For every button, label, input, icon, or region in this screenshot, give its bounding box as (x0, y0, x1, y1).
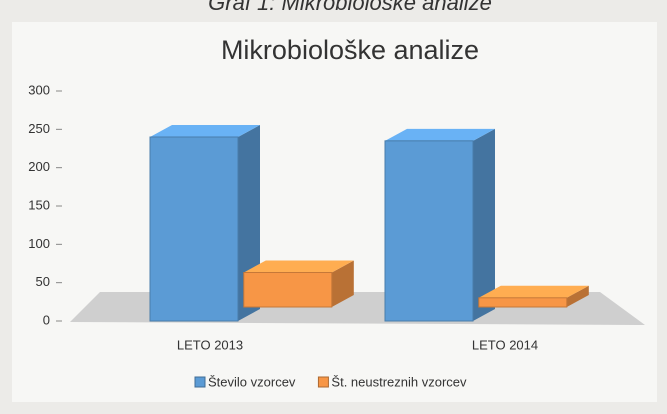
y-tick-label: 0 (43, 312, 50, 327)
y-tick-label: 200 (28, 159, 50, 174)
bar-side (331, 260, 354, 307)
bar-top (150, 125, 260, 137)
x-tick-label: LETO 2014 (472, 337, 538, 352)
legend-label: Št. neustreznih vzorcev (331, 374, 467, 389)
bar (149, 136, 239, 322)
bar-side (473, 128, 495, 321)
bar-top (478, 285, 589, 298)
x-tick-label: LETO 2013 (177, 337, 243, 352)
y-tick-label: 100 (28, 236, 50, 251)
bar (384, 140, 474, 322)
bar-top (385, 128, 495, 141)
bar (243, 272, 333, 308)
y-tick-label: 250 (28, 121, 50, 136)
y-tick-label: 150 (28, 197, 50, 212)
y-tick-label: 50 (36, 274, 50, 289)
legend-label: Število vzorcev (208, 374, 296, 389)
bar-side (566, 285, 589, 307)
caption: Graf 1: Mikrobiološke analize (208, 0, 492, 15)
legend-swatch (317, 376, 329, 388)
bar-top (243, 260, 354, 273)
y-tick-label: 300 (28, 82, 50, 97)
legend-swatch (194, 376, 206, 388)
chart-panel (12, 22, 657, 402)
bar (478, 297, 568, 308)
chart-title: Mikrobiološke analize (221, 35, 479, 65)
